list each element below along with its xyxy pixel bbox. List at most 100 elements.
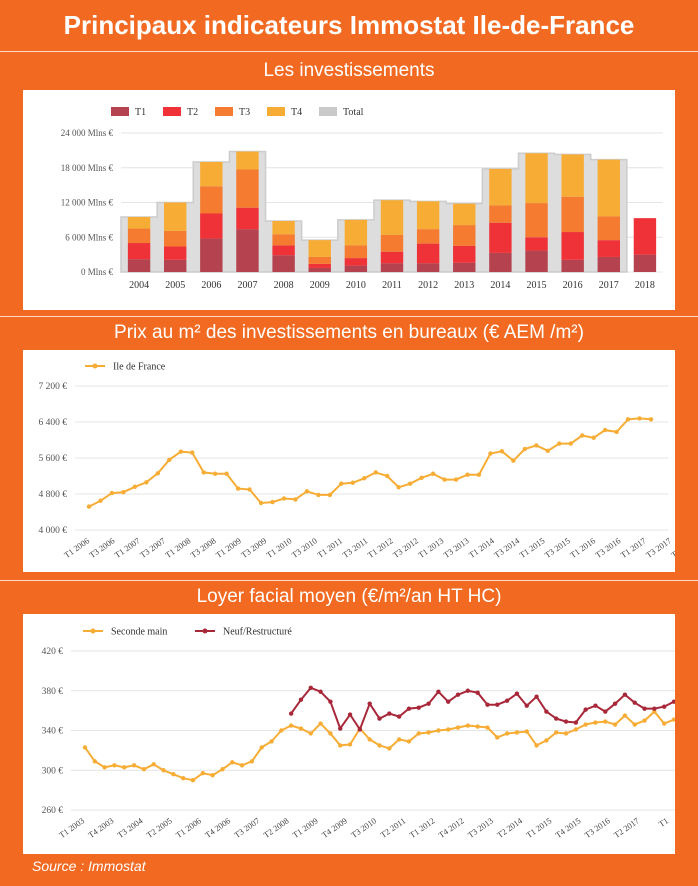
data-point [661,721,667,726]
data-point [563,719,569,724]
data-point [318,689,323,694]
data-point [573,720,579,725]
data-point [554,716,559,721]
y-tick-label: 5 600 € [39,454,68,464]
data-point [122,765,127,770]
bar-t1-2016 [561,259,584,272]
data-point [112,763,117,768]
bar-t1-2005 [163,259,187,272]
data-point [298,697,304,702]
data-point [210,773,215,778]
y-tick-label: 4 000 € [39,526,68,536]
x-tick-label: T3 2015 [543,535,572,560]
x-tick-label: 2005 [165,280,185,291]
data-point [387,746,392,751]
x-tick-label: 2010 [346,280,366,291]
bar-t1-2004 [127,259,151,272]
data-point [416,731,421,736]
bar-t1-2011 [380,263,404,272]
x-tick-label: T1 2006 [62,535,91,560]
data-point [485,702,490,707]
x-tick-label: T2 2017 [612,815,641,840]
bar-t4-2006 [200,161,223,187]
divider [0,51,698,52]
x-tick-label: 2018 [635,280,655,291]
x-tick-label: T4 2009 [320,815,349,840]
data-point [357,727,363,732]
data-point [385,473,390,479]
legend-marker [202,628,208,634]
data-point [396,737,402,742]
data-point [625,417,631,422]
bar-t2-2004 [127,243,151,260]
x-tick-label: T1 2016 [568,535,597,560]
bar-t3-2017 [597,216,621,241]
bar-t1-2018 [633,254,657,272]
legend-label: Neuf/Restructuré [223,627,292,638]
bar-t2-2017 [597,240,621,257]
y-tick-label: 4 800 € [39,490,68,500]
x-tick-label: T2 2014 [495,815,525,840]
bar-t4-2008 [272,221,295,235]
bar-t1-2009 [308,267,331,272]
bar-t3-2011 [380,234,404,252]
data-point [465,472,470,477]
y-tick-label: 0 Mlns € [81,267,114,277]
data-point [495,702,500,707]
data-point [259,745,264,750]
x-tick-label: 2017 [599,280,619,291]
legend-label-t3: T3 [239,107,250,118]
data-point [308,731,313,736]
data-point [642,718,647,723]
page-title: Principaux indicateurs Immostat Ile-de-F… [63,10,635,40]
bar-t2-2007 [236,207,259,230]
data-point [308,685,313,690]
y-tick-label: 18 000 Mlns € [61,163,114,173]
x-tick-label: T1 2009 [291,815,320,840]
x-tick-label: T1 2011 [315,535,344,559]
data-point [338,726,343,731]
x-tick-label: T3 2009 [239,535,268,560]
data-point [648,417,654,422]
x-tick-label: 2013 [454,280,474,291]
x-tick-label: T3 2010 [290,535,319,560]
data-point [514,730,520,735]
data-point [98,498,103,503]
legend-swatch-t2 [163,107,181,116]
x-tick-label: T1 2012 [366,535,395,560]
bar-t1-2007 [236,229,259,272]
data-point [387,711,392,716]
data-point [224,471,229,476]
y-tick-label: 24 000 Mlns € [61,128,114,138]
data-point [180,776,186,781]
data-point [446,699,451,704]
chart-title-prix: Prix au m² des investissements en bureau… [114,322,584,343]
data-point [453,477,459,482]
x-tick-label: T1 2017 [619,535,648,560]
bar-t2-2012 [416,243,440,264]
bar-t3-2009 [308,256,331,264]
bar-t4-2015 [525,153,548,204]
data-point [485,725,490,730]
data-point [563,731,569,736]
legend-label-total: Total [343,107,364,118]
x-tick-label: 2012 [418,280,438,291]
data-point [350,480,355,485]
data-point [288,723,294,728]
data-point [637,416,642,421]
data-point [534,443,539,448]
chart-title-loyer: Loyer facial moyen (€/m²/an HT HC) [196,586,502,607]
data-point [603,719,608,724]
data-point [328,731,333,736]
data-point [269,739,274,744]
legend-label-t2: T2 [187,107,198,118]
data-point [220,767,225,772]
x-tick-label: T1 2010 [264,535,293,560]
data-point [554,730,559,735]
legend-marker [92,363,98,369]
data-point [212,471,218,476]
data-point [583,707,588,712]
bar-t2-2013 [453,245,476,263]
chart-panel-investissements: 24 000 Mlns € 18 000 Mlns € 12 000 Mlns € 6… [23,90,675,310]
y-tick-label: 300 € [42,766,64,776]
